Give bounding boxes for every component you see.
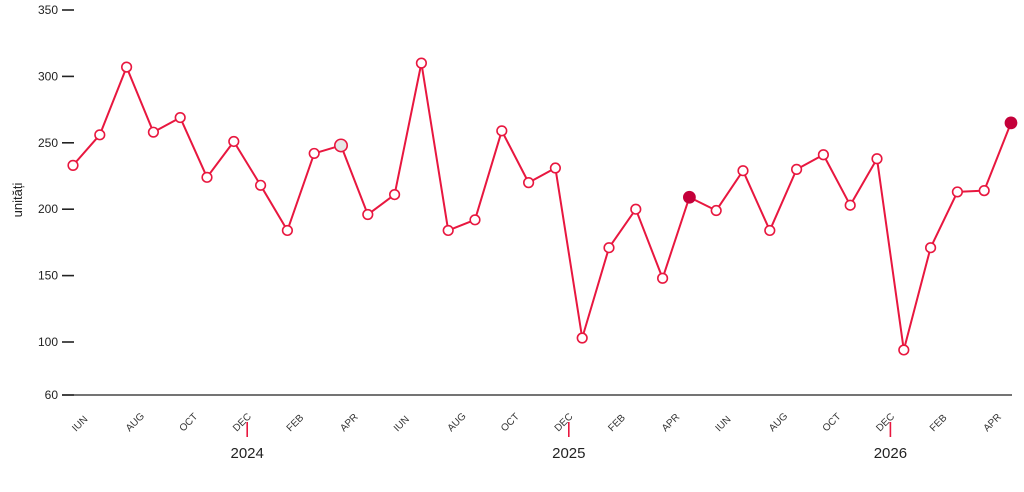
data-point — [308, 147, 320, 160]
data-point — [120, 61, 133, 73]
data-point-highlighted — [1004, 116, 1018, 130]
data-point — [362, 208, 374, 221]
x-tick-label: DEC — [553, 411, 576, 434]
x-tick-label: FEB — [285, 412, 307, 434]
x-tick-label: AUG — [124, 411, 147, 434]
series-group — [72, 62, 1012, 351]
data-point — [710, 204, 722, 217]
data-point — [871, 153, 883, 165]
y-tick-label: 100 — [38, 335, 58, 349]
x-tick-label: APR — [982, 412, 1004, 434]
x-tick-label: IUN — [392, 414, 412, 434]
x-tick-label: APR — [660, 412, 682, 434]
x-tick-label: APR — [338, 412, 360, 434]
data-point — [469, 214, 481, 226]
data-point — [576, 332, 588, 344]
data-point — [898, 344, 910, 356]
data-point — [844, 199, 856, 211]
data-point — [656, 272, 669, 284]
y-tick-label: 300 — [38, 69, 58, 83]
y-tick-label: 150 — [38, 269, 58, 283]
data-point — [415, 57, 428, 69]
x-tick-label: IUN — [70, 414, 90, 434]
data-point — [924, 242, 937, 254]
series-line — [72, 62, 1012, 351]
points-group — [67, 57, 1018, 356]
data-point — [764, 224, 776, 237]
data-point — [67, 159, 79, 171]
y-tick-label: 60 — [45, 388, 59, 402]
data-point — [737, 165, 749, 177]
data-point — [442, 224, 454, 237]
x-tick-label: IUN — [714, 414, 734, 434]
data-point — [255, 179, 267, 191]
y-tick-label: 250 — [38, 136, 58, 150]
data-point — [147, 126, 159, 138]
y-tick-label: 350 — [38, 3, 58, 17]
year-label: 2025 — [552, 445, 585, 462]
data-point — [817, 149, 830, 161]
data-point — [174, 111, 186, 124]
x-tick-label: AUG — [446, 411, 469, 434]
data-point — [603, 242, 615, 254]
x-tick-label: AUG — [767, 411, 790, 434]
data-point — [496, 125, 508, 137]
data-point-hovered — [333, 138, 348, 153]
axes-group: 60 100 150 200 250 300 350 unități IUN AUG OCT DEC F… — [10, 3, 1012, 462]
data-point — [228, 135, 240, 148]
x-tick-label: OCT — [821, 411, 844, 434]
data-point — [522, 177, 535, 189]
data-point-highlighted — [683, 190, 696, 204]
year-label: 2026 — [874, 445, 907, 462]
x-tick-label: OCT — [178, 411, 201, 434]
data-point — [201, 171, 213, 183]
data-point — [978, 185, 990, 197]
data-point — [94, 129, 106, 141]
x-tick-label: FEB — [606, 412, 628, 434]
x-tick-label: OCT — [499, 411, 522, 434]
y-tick-label: 200 — [38, 202, 58, 216]
data-point — [549, 162, 562, 174]
data-point — [790, 163, 803, 175]
x-tick-label: DEC — [231, 411, 254, 434]
data-point — [630, 203, 642, 215]
data-point — [281, 224, 294, 237]
x-tick-label: DEC — [874, 411, 897, 434]
y-axis-label: unități — [10, 183, 25, 218]
data-point — [951, 186, 964, 198]
x-tick-label: FEB — [928, 412, 950, 434]
data-point — [389, 188, 401, 201]
year-label: 2024 — [231, 445, 264, 462]
